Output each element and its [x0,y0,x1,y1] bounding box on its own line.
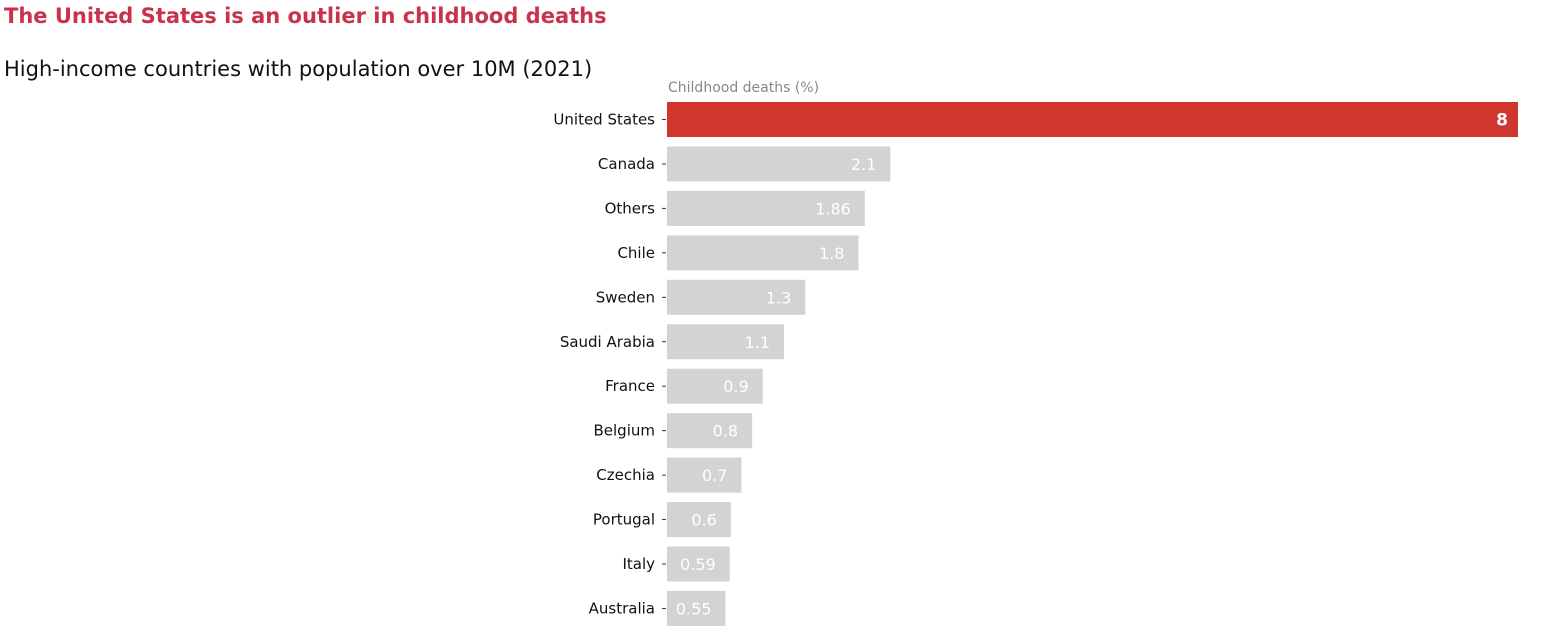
bar [667,190,865,226]
y-tick-label: United States [553,111,655,129]
chart-title: The United States is an outlier in child… [4,4,607,28]
bar [667,235,859,271]
data-label: 1.3 [766,288,791,307]
data-label: 2.1 [851,155,876,174]
bar [667,279,806,315]
data-label: 0.9 [723,377,748,396]
bar [667,590,726,626]
y-tick-label: Sweden [596,288,655,306]
bar [667,146,891,182]
y-tick-label: Australia [589,599,655,617]
data-label: 8 [1496,111,1508,131]
bar [667,457,742,493]
data-label: 0.55 [676,599,712,618]
data-label: 1.86 [815,199,851,218]
data-label: 0.59 [680,555,716,574]
bar [667,502,731,538]
y-tick-label: Portugal [593,511,655,529]
x-axis-label: Childhood deaths (%) [668,80,819,96]
data-label: 0.6 [691,511,716,530]
chart-subtitle: High-income countries with population ov… [4,57,593,81]
y-tick-label: France [605,377,655,395]
bar [667,546,730,582]
y-tick-label: Saudi Arabia [560,333,655,351]
data-label: 1.8 [819,244,844,263]
y-tick-label: Chile [617,244,655,262]
bar [667,324,785,360]
bar [667,368,763,404]
data-label: 0.7 [702,466,727,485]
bar [667,413,753,449]
data-label: 0.8 [713,422,738,441]
y-tick-label: Czechia [596,466,655,484]
bar [667,102,1518,137]
data-label: 1.1 [745,333,770,352]
y-tick-label: Canada [598,155,655,173]
y-tick-label: Others [605,199,656,217]
y-tick-label: Belgium [594,422,656,440]
y-tick-label: Italy [622,555,655,573]
